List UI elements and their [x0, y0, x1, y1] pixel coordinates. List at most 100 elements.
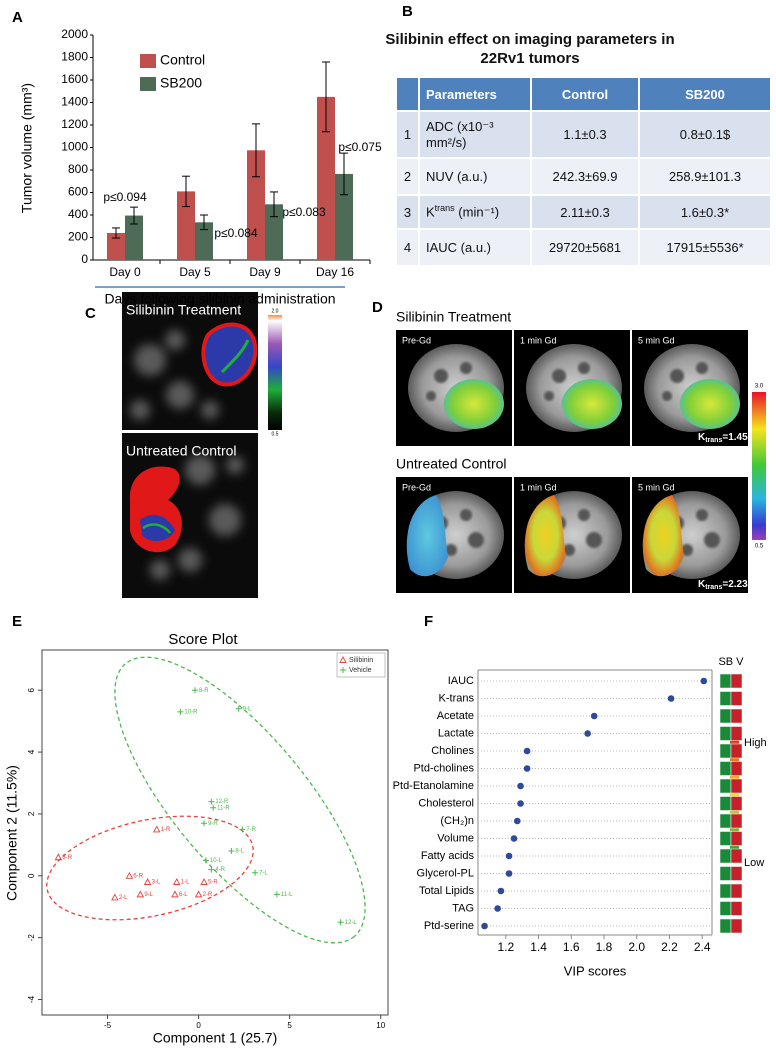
- annotation: Ktrans=2.23: [698, 579, 748, 591]
- table-cell: 258.9±101.3: [640, 159, 770, 194]
- heatmap-cell: [730, 848, 743, 864]
- legend-label: Silibinin: [349, 657, 373, 664]
- y-tick-label: Acetate: [437, 710, 474, 722]
- legend-label: Control: [160, 52, 205, 68]
- table-row: 4 IAUC (a.u.) 29720±5681 17915±5536*: [397, 230, 770, 267]
- image-label: 5 min Gd: [638, 335, 675, 345]
- point-label: 9-R: [208, 821, 218, 827]
- point: [210, 804, 217, 811]
- table-cell: NUV (a.u.): [420, 159, 532, 194]
- point-label: 2-L: [119, 895, 128, 901]
- y-tick-label: 1200: [61, 117, 88, 131]
- point: [136, 890, 145, 898]
- y-axis-label: Component 2 (11.5%): [4, 765, 20, 901]
- image-label: Pre-Gd: [402, 335, 431, 345]
- y-tick-label: 4: [27, 749, 36, 754]
- point-label: 9-L: [144, 892, 153, 898]
- point-label: 6-L: [179, 892, 188, 898]
- x-axis-label: VIP scores: [564, 963, 627, 978]
- point-label: 2-R: [203, 892, 213, 898]
- point-label: 4-R: [215, 867, 225, 873]
- heatmap-cell: [719, 866, 732, 881]
- dot: [523, 765, 531, 772]
- error-bar: [182, 175, 190, 208]
- x-tick-label: 1.4: [530, 940, 547, 954]
- legend-marker: [340, 667, 346, 673]
- plot-frame: [41, 649, 389, 1016]
- heatmap-cell: [730, 813, 743, 829]
- tumor: [444, 379, 504, 429]
- header-cell: SB200: [640, 78, 770, 110]
- table-cell: 3: [397, 196, 420, 228]
- heatmap-cell: [730, 673, 743, 689]
- image-label: 1 min Gd: [520, 335, 557, 345]
- heatmap-cell: [730, 831, 743, 846]
- bar: [125, 215, 143, 260]
- text-part: =1.45: [722, 432, 748, 443]
- point-label: 12-R: [215, 799, 229, 805]
- image-label: 1 min Gd: [520, 482, 557, 492]
- y-tick-label: Total Lipids: [419, 885, 475, 897]
- y-tick-label: Ptd-cholines: [413, 762, 474, 774]
- x-tick-label: 2.0: [628, 940, 645, 954]
- table-cell: 0.8±0.1$: [640, 112, 770, 157]
- table-cell: IAUC (a.u.): [420, 230, 532, 265]
- y-tick-label: 1400: [61, 95, 88, 109]
- y-tick-label: Lactate: [438, 727, 474, 739]
- image-detail: [662, 391, 672, 401]
- bar: [195, 222, 213, 260]
- point: [208, 866, 215, 873]
- y-tick-label: Cholesterol: [418, 797, 474, 809]
- point: [202, 857, 209, 864]
- panel-label: F: [424, 613, 433, 630]
- dot: [700, 677, 708, 685]
- heatmap-cell: [719, 761, 732, 776]
- point: [111, 893, 119, 901]
- y-tick-label: 200: [68, 230, 88, 244]
- bar: [107, 233, 125, 260]
- dot: [481, 922, 488, 930]
- point: [201, 820, 208, 827]
- heatmap-cell: [719, 778, 732, 794]
- colorbar-label: 3.0: [755, 384, 764, 390]
- x-tick-label: Day 9: [249, 265, 281, 279]
- point-label: 9-L: [243, 706, 252, 712]
- y-tick-label: Fatty acids: [421, 850, 475, 862]
- confidence-ellipse: [114, 656, 366, 944]
- heatmap-cell: [719, 796, 732, 811]
- heatmap-cell: [719, 848, 732, 864]
- legend-label: SB200: [160, 75, 202, 91]
- panel-label: E: [12, 613, 22, 630]
- y-tick-label: 0: [81, 252, 88, 266]
- point-label: 3-L: [152, 880, 161, 886]
- y-tick-label: 1000: [61, 140, 88, 154]
- heatmap-cell: [730, 796, 743, 811]
- y-tick-label: Ptd-Etanolamine: [393, 780, 474, 792]
- y-tick-label: Cholines: [431, 745, 474, 757]
- header-cell: Parameters: [420, 78, 532, 110]
- point-label: 8-R: [199, 688, 209, 694]
- annotation: p≤0.094: [103, 190, 147, 204]
- bar: [335, 173, 353, 260]
- dot: [497, 887, 505, 895]
- point: [143, 878, 152, 885]
- y-tick-label: 1800: [61, 50, 88, 64]
- heatmap-cell: [730, 726, 743, 741]
- tumor: [562, 379, 622, 429]
- text-part: K: [698, 579, 706, 590]
- heatmap-cell: [719, 901, 732, 916]
- y-tick-label: Glycerol-PL: [417, 867, 474, 879]
- x-tick-label: 2.4: [694, 940, 711, 954]
- colorbar-label: High: [744, 737, 767, 749]
- text-base: K: [426, 204, 435, 220]
- y-tick-label: Ptd-serine: [424, 920, 474, 932]
- x-tick-label: Day 16: [316, 265, 354, 279]
- point-label: 11-R: [217, 805, 230, 811]
- x-tick-label: 1.6: [563, 940, 580, 954]
- point-label: 7-L: [259, 870, 268, 876]
- point: [191, 687, 198, 694]
- image-detail: [586, 532, 602, 548]
- point: [337, 919, 344, 926]
- heatmap-cell: [730, 691, 743, 706]
- panel-label: C: [85, 305, 96, 322]
